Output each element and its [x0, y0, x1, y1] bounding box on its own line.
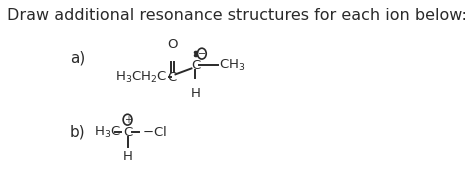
- Text: $\mathregular{CH_3}$: $\mathregular{CH_3}$: [219, 58, 246, 73]
- Text: $\mathregular{H_3CH_2C}$: $\mathregular{H_3CH_2C}$: [115, 70, 167, 85]
- Text: +: +: [124, 115, 132, 125]
- Text: C: C: [123, 126, 132, 139]
- Text: b): b): [70, 125, 86, 140]
- Text: O: O: [167, 38, 178, 51]
- Text: H: H: [123, 150, 132, 163]
- Text: $\mathregular{-Cl}$: $\mathregular{-Cl}$: [142, 126, 167, 139]
- Text: Draw additional resonance structures for each ion below:: Draw additional resonance structures for…: [7, 8, 467, 23]
- Text: a): a): [70, 50, 85, 65]
- Text: C: C: [191, 59, 200, 72]
- Text: −: −: [198, 49, 206, 59]
- Text: C: C: [168, 71, 177, 84]
- Text: H: H: [191, 87, 201, 100]
- Text: $\mathregular{H_3C}$: $\mathregular{H_3C}$: [94, 125, 121, 140]
